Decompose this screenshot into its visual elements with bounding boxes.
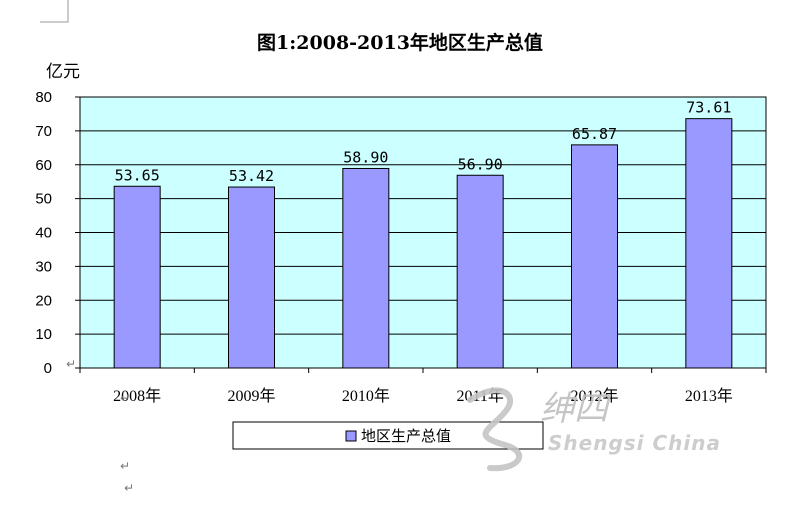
chart-title: 图1:2008-2013年地区生产总值 <box>257 31 543 54</box>
plot-area <box>79 96 767 369</box>
x-tick-label: 2008年 <box>113 387 161 405</box>
bars <box>113 118 733 369</box>
data-label: 53.65 <box>115 166 160 184</box>
x-axis-ticks: 2008年 2009年 2010年 2011年 2012年 2013年 <box>79 368 767 405</box>
bar <box>685 118 733 369</box>
x-tick-label: 2013年 <box>685 387 733 405</box>
legend-box <box>232 421 544 450</box>
x-tick-label: 2009年 <box>227 387 275 405</box>
data-label: 58.90 <box>343 148 388 166</box>
data-label: 73.61 <box>686 99 731 117</box>
bar <box>571 144 618 369</box>
data-label: 65.87 <box>572 125 617 143</box>
y-axis-unit-label: 亿元 <box>46 62 80 82</box>
legend-label: 地区生产总值 <box>361 427 451 445</box>
watermark-text-cn: 绅四 <box>540 389 612 429</box>
y-tick-label: 0 <box>44 360 52 377</box>
bar <box>342 167 390 369</box>
y-tick-label: 60 <box>35 157 52 174</box>
data-label: 56.90 <box>458 155 503 173</box>
y-tick-label: 50 <box>35 191 52 208</box>
data-label: 53.42 <box>229 167 274 185</box>
return-mark: ↵ <box>124 481 134 495</box>
return-mark: ↵ <box>120 459 130 473</box>
return-mark: ↵ <box>66 357 76 371</box>
bar <box>228 186 275 369</box>
bar <box>113 185 161 369</box>
y-tick-label: 40 <box>35 225 52 242</box>
data-labels: 53.65 53.42 58.90 56.90 65.87 73.61 <box>115 99 732 185</box>
legend: 地区生产总值 <box>232 421 544 450</box>
return-mark: ↵ <box>120 391 130 405</box>
y-tick-label: 20 <box>35 292 52 309</box>
x-tick-label: 2010年 <box>342 387 390 405</box>
y-tick-label: 10 <box>35 326 52 343</box>
y-axis-ticks: 0 10 20 30 40 50 60 70 80 <box>35 89 80 377</box>
watermark-logo: 绅四 Shengsi China <box>467 387 721 472</box>
watermark-text-en: Shengsi China <box>548 431 721 455</box>
x-tick-label: 2012年 <box>570 387 618 405</box>
y-tick-label: 70 <box>35 123 52 140</box>
y-tick-label: 30 <box>35 258 52 275</box>
y-tick-label: 80 <box>35 89 52 106</box>
crop-mark <box>40 0 69 23</box>
legend-swatch <box>345 430 357 442</box>
watermark-swirl <box>467 387 522 472</box>
bar <box>456 174 504 369</box>
